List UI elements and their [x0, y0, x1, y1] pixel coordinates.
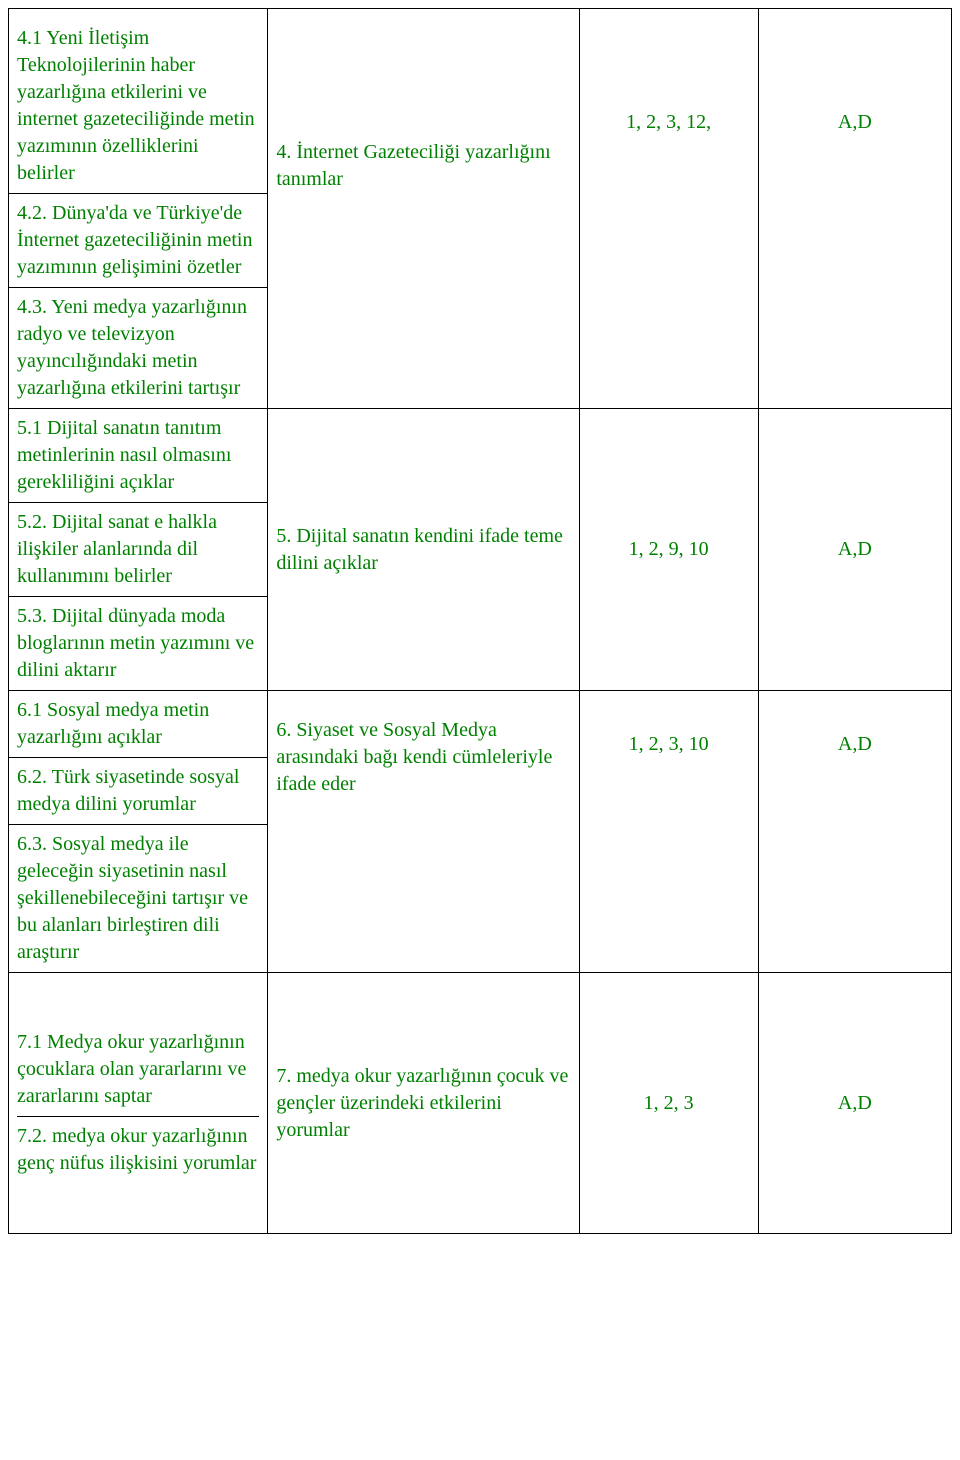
objective-item: 7.1 Medya okur yazarlığının çocuklara ol… [17, 1029, 259, 1110]
cell-codes: 1, 2, 3 [579, 973, 758, 1234]
objective-item: 6.2. Türk siyasetinde sosyal medya dilin… [17, 764, 259, 818]
codes-text: 1, 2, 3, 10 [629, 733, 709, 755]
objective-item: 6.3. Sosyal medya ile geleceğin siyaseti… [17, 831, 259, 966]
page: 4.1 Yeni İletişim Teknolojilerinin haber… [0, 0, 960, 1242]
objective-item: 4.3. Yeni medya yazarlığının radyo ve te… [17, 294, 259, 402]
cell-objectives: 4.1 Yeni İletişim Teknolojilerinin haber… [9, 9, 268, 194]
cell-outcome: 7. medya okur yazarlığının çocuk ve genç… [268, 973, 579, 1234]
objective-item: 4.1 Yeni İletişim Teknolojilerinin haber… [17, 15, 259, 187]
methods-text: A,D [838, 1092, 872, 1114]
methods-text: A,D [838, 733, 872, 755]
cell-methods: A,D [758, 691, 951, 973]
cell-objectives: 4.2. Dünya'da ve Türkiye'de İnternet gaz… [9, 194, 268, 288]
outcome-text: 4. İnternet Gazeteciliği yazarlığını tan… [276, 141, 550, 190]
table-row: 4.1 Yeni İletişim Teknolojilerinin haber… [9, 9, 952, 194]
objective-item: 5.1 Dijital sanatın tanıtım metinlerinin… [17, 415, 259, 496]
objective-item: 5.3. Dijital dünyada moda bloglarının me… [17, 603, 259, 684]
cell-objectives: 6.1 Sosyal medya metin yazarlığını açıkl… [9, 691, 268, 758]
cell-codes: 1, 2, 3, 10 [579, 691, 758, 973]
codes-text: 1, 2, 9, 10 [629, 538, 709, 560]
cell-objectives: 4.3. Yeni medya yazarlığının radyo ve te… [9, 288, 268, 409]
objective-item: 6.1 Sosyal medya metin yazarlığını açıkl… [17, 697, 259, 751]
cell-outcome: 5. Dijital sanatın kendini ifade teme di… [268, 409, 579, 691]
cell-outcome: 6. Siyaset ve Sosyal Medya arasındaki ba… [268, 691, 579, 973]
cell-objectives: 5.2. Dijital sanat e halkla ilişkiler al… [9, 503, 268, 597]
cell-methods: A,D [758, 973, 951, 1234]
outcome-text: 5. Dijital sanatın kendini ifade teme di… [276, 525, 563, 574]
cell-outcome: 4. İnternet Gazeteciliği yazarlığını tan… [268, 9, 579, 409]
table-row: 6.1 Sosyal medya metin yazarlığını açıkl… [9, 691, 952, 758]
objective-item: 4.2. Dünya'da ve Türkiye'de İnternet gaz… [17, 200, 259, 281]
cell-objectives: 6.3. Sosyal medya ile geleceğin siyaseti… [9, 825, 268, 973]
cell-methods: A,D [758, 409, 951, 691]
table-row: 5.1 Dijital sanatın tanıtım metinlerinin… [9, 409, 952, 503]
objective-item: 5.2. Dijital sanat e halkla ilişkiler al… [17, 509, 259, 590]
methods-text: A,D [838, 538, 872, 560]
cell-codes: 1, 2, 9, 10 [579, 409, 758, 691]
objective-item: 7.2. medya okur yazarlığının genç nüfus … [17, 1116, 259, 1177]
cell-objectives: 5.1 Dijital sanatın tanıtım metinlerinin… [9, 409, 268, 503]
codes-text: 1, 2, 3 [644, 1092, 694, 1114]
curriculum-table: 4.1 Yeni İletişim Teknolojilerinin haber… [8, 8, 952, 1234]
outcome-text: 7. medya okur yazarlığının çocuk ve genç… [276, 1065, 568, 1141]
table-row: 7.1 Medya okur yazarlığının çocuklara ol… [9, 973, 952, 1234]
cell-codes: 1, 2, 3, 12, [579, 9, 758, 409]
cell-objectives: 7.1 Medya okur yazarlığının çocuklara ol… [9, 973, 268, 1234]
cell-objectives: 6.2. Türk siyasetinde sosyal medya dilin… [9, 758, 268, 825]
outcome-text: 6. Siyaset ve Sosyal Medya arasındaki ba… [276, 719, 552, 795]
codes-text: 1, 2, 3, 12, [626, 111, 711, 133]
methods-text: A,D [838, 111, 872, 133]
cell-objectives: 5.3. Dijital dünyada moda bloglarının me… [9, 597, 268, 691]
cell-methods: A,D [758, 9, 951, 409]
